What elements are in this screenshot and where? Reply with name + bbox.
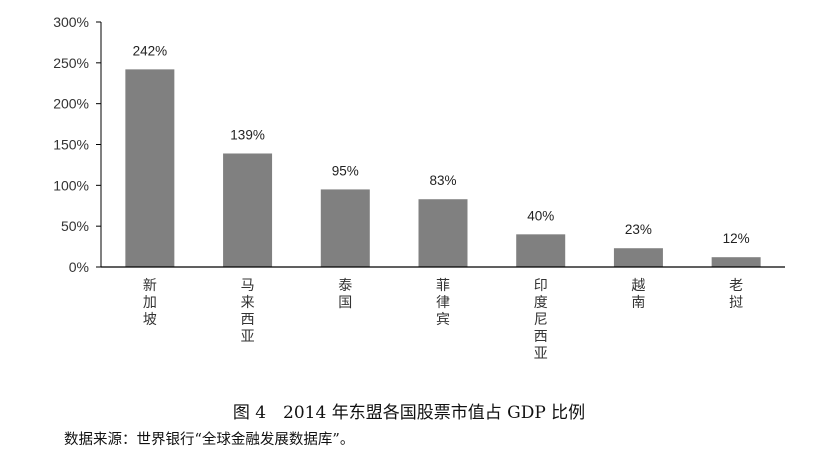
x-category-label: 越南: [631, 278, 646, 311]
figure-caption: 图 4 2014 年东盟各国股票市值占 GDP 比例: [232, 403, 586, 423]
data-label: 12%: [723, 231, 750, 246]
x-category-label: 菲律宾: [436, 278, 450, 328]
y-tick-label: 250%: [53, 55, 89, 71]
y-tick-label: 150%: [53, 137, 89, 153]
bar: [320, 189, 370, 267]
data-label: 139%: [230, 127, 265, 142]
bar: [711, 257, 761, 267]
y-tick-label: 50%: [61, 218, 89, 234]
data-label: 83%: [429, 173, 456, 188]
bar: [613, 248, 663, 267]
data-label: 242%: [133, 43, 168, 58]
x-category-label: 马来西亚: [240, 278, 255, 345]
bar: [223, 153, 273, 267]
data-label: 40%: [527, 208, 554, 223]
data-label: 95%: [332, 163, 359, 178]
y-tick-label: 200%: [53, 96, 89, 112]
data-source-note: 数据来源：世界银行“全球金融发展数据库”。: [64, 432, 355, 448]
x-category-label: 印度尼西亚: [533, 278, 548, 362]
x-category-label: 泰国: [338, 278, 353, 311]
y-tick-label: 300%: [53, 14, 89, 30]
data-label: 23%: [625, 222, 652, 237]
bar: [516, 234, 566, 267]
x-category-label: 新加坡: [142, 278, 157, 328]
bar: [125, 69, 175, 267]
y-tick-label: 100%: [53, 177, 89, 193]
x-category-label: 老挝: [729, 278, 744, 311]
bar: [418, 199, 468, 267]
bar-chart: 0% 50% 100% 150% 200% 250% 300% 242% 139% 95% 83% 4…: [53, 14, 785, 275]
y-tick-label: 0%: [69, 259, 89, 275]
